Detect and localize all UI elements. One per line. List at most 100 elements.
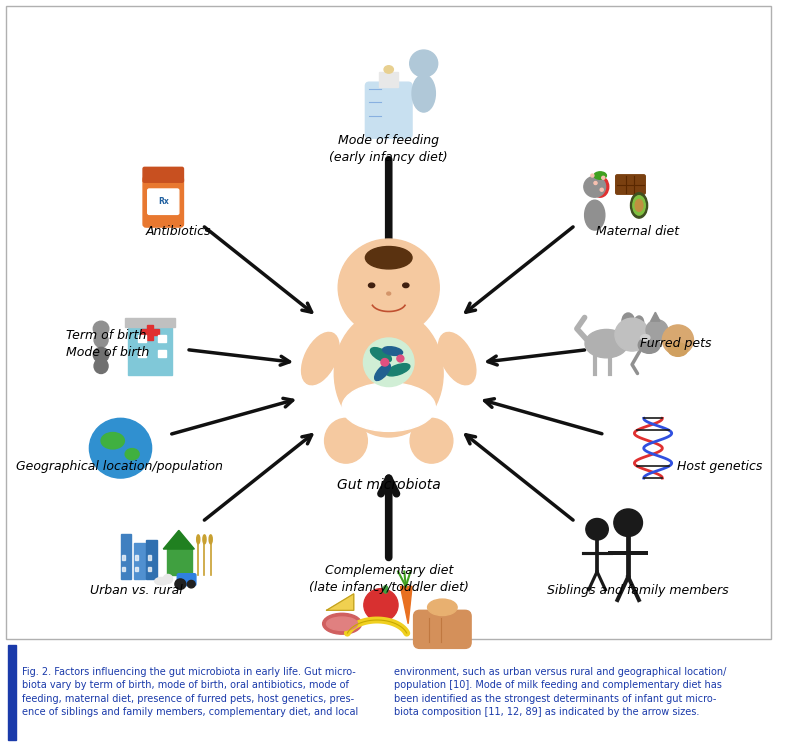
Circle shape [613,509,642,536]
FancyBboxPatch shape [365,82,411,138]
Ellipse shape [380,359,388,366]
Text: Term of birth
Mode of birth: Term of birth Mode of birth [66,329,149,359]
Circle shape [601,176,604,179]
Bar [135,555,138,560]
Bar [138,335,146,342]
FancyBboxPatch shape [413,610,471,648]
Bar [147,325,153,340]
Circle shape [599,188,602,191]
Ellipse shape [438,332,476,385]
Ellipse shape [363,338,414,387]
Ellipse shape [342,383,435,432]
Bar [122,567,125,571]
Ellipse shape [368,283,375,288]
Ellipse shape [427,599,456,616]
Text: Complementary diet
(late infancy/toddler diet): Complementary diet (late infancy/toddler… [309,564,468,594]
Ellipse shape [383,586,387,593]
Ellipse shape [334,310,443,437]
Circle shape [590,174,593,177]
Ellipse shape [382,347,402,356]
Bar [148,567,151,571]
Text: Fig. 2. Factors influencing the gut microbiota in early life. Gut micro-
biota v: Fig. 2. Factors influencing the gut micr… [22,666,358,718]
Text: Mode of feeding
(early infancy diet): Mode of feeding (early infancy diet) [329,134,448,164]
Bar [120,534,132,579]
Ellipse shape [203,535,206,544]
Circle shape [187,580,195,588]
Bar [158,350,165,357]
FancyBboxPatch shape [177,574,196,586]
Circle shape [614,318,648,351]
Bar [167,549,192,575]
Circle shape [163,574,172,583]
FancyBboxPatch shape [615,175,645,194]
Ellipse shape [640,335,649,341]
Ellipse shape [634,316,643,329]
Bar [135,567,138,571]
Ellipse shape [630,193,646,218]
Ellipse shape [365,247,411,269]
Circle shape [93,321,109,336]
Circle shape [363,589,398,622]
Ellipse shape [322,613,361,634]
Ellipse shape [632,196,645,215]
Ellipse shape [383,66,393,73]
Text: Urban vs. rural: Urban vs. rural [90,583,182,597]
Ellipse shape [387,292,390,295]
Ellipse shape [302,332,338,385]
Ellipse shape [634,199,642,211]
Bar [134,543,144,579]
Ellipse shape [209,535,212,544]
Ellipse shape [324,418,367,463]
Bar [379,72,398,87]
Bar [122,555,125,560]
Bar [148,555,151,560]
Ellipse shape [411,75,435,112]
Circle shape [662,325,693,355]
Ellipse shape [403,283,408,288]
Ellipse shape [94,332,108,347]
Ellipse shape [125,448,139,460]
FancyBboxPatch shape [128,324,172,375]
Ellipse shape [396,356,403,362]
Bar [146,540,157,579]
Ellipse shape [155,577,168,585]
Text: Rx: Rx [158,197,168,206]
Circle shape [93,347,109,362]
Ellipse shape [94,359,108,374]
Text: Maternal diet: Maternal diet [595,225,678,238]
Circle shape [409,50,437,77]
Ellipse shape [370,347,391,362]
Circle shape [583,176,605,197]
Bar [158,335,165,342]
Circle shape [89,418,152,478]
FancyBboxPatch shape [143,176,183,227]
Ellipse shape [591,176,608,197]
Ellipse shape [410,418,452,463]
Polygon shape [400,586,411,624]
Circle shape [585,518,607,540]
Ellipse shape [667,343,687,356]
FancyBboxPatch shape [6,6,770,639]
Ellipse shape [386,364,409,376]
Ellipse shape [585,329,627,358]
Text: Gut microbiota: Gut microbiota [336,478,440,492]
Text: Host genetics: Host genetics [675,460,761,474]
Polygon shape [326,594,354,610]
Ellipse shape [584,200,604,230]
Text: environment, such as urban versus rural and geographical location/
population [1: environment, such as urban versus rural … [394,666,726,718]
Circle shape [338,239,439,336]
Text: Siblings and family members: Siblings and family members [546,583,727,597]
Ellipse shape [664,329,671,340]
Text: Antibiotics: Antibiotics [146,225,211,238]
Ellipse shape [593,172,606,179]
Ellipse shape [375,364,390,380]
Text: Geographical location/population: Geographical location/population [15,460,222,474]
Ellipse shape [622,313,634,329]
Ellipse shape [683,329,691,340]
Bar [8,645,15,740]
Bar [138,350,146,357]
Circle shape [646,320,667,341]
Text: Furred pets: Furred pets [639,337,711,350]
Polygon shape [163,530,194,549]
Bar [140,329,159,335]
